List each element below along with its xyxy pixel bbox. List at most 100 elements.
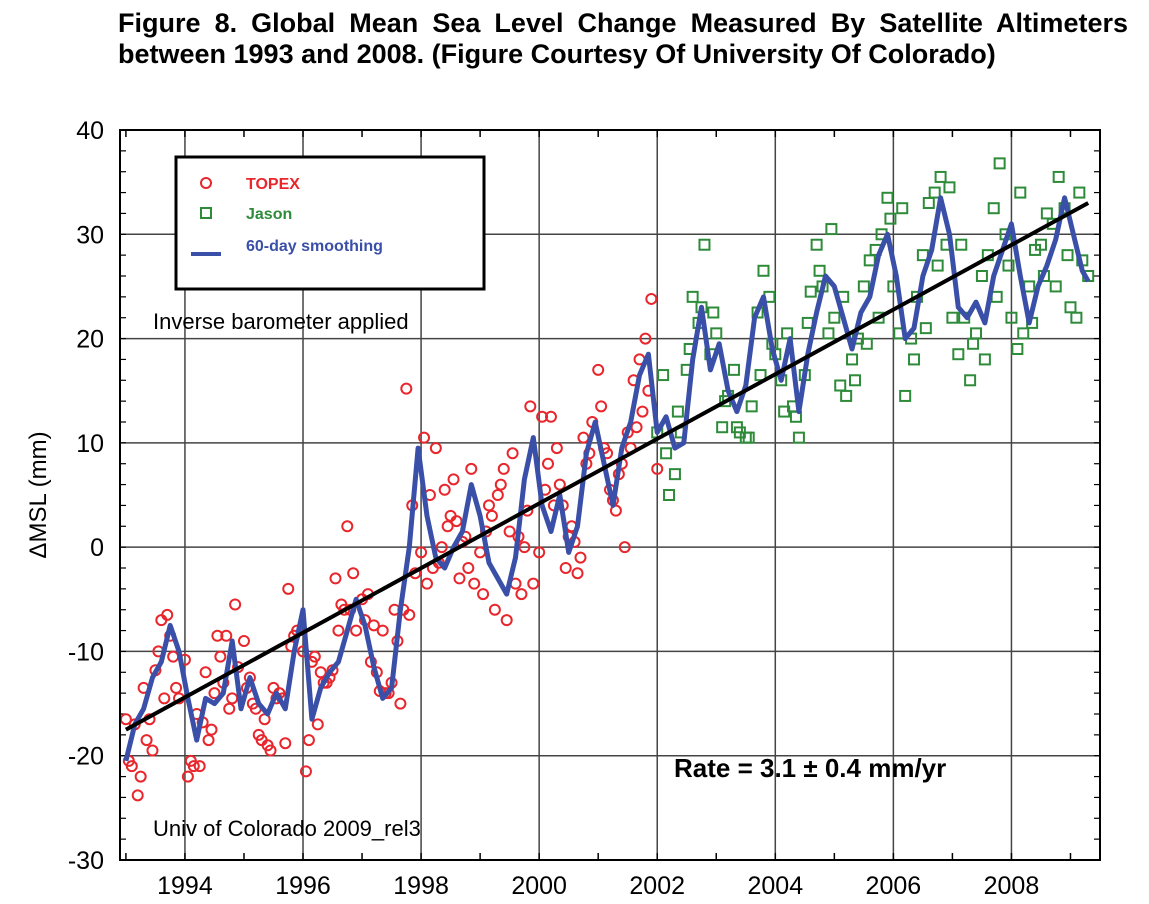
topex-point xyxy=(453,572,466,585)
y-tick-label: -20 xyxy=(68,743,104,771)
jason-point xyxy=(668,468,681,481)
topex-point xyxy=(494,478,507,491)
jason-point xyxy=(1040,207,1053,220)
jason-point xyxy=(660,447,673,460)
legend-smoothing-label: 60-day smoothing xyxy=(246,238,383,255)
topex-point xyxy=(533,546,546,559)
topex-point xyxy=(134,770,147,783)
topex-point xyxy=(311,718,324,731)
topex-point xyxy=(550,442,563,455)
topex-point xyxy=(418,431,431,444)
jason-point xyxy=(789,410,802,423)
topex-point xyxy=(208,687,221,700)
trend-line xyxy=(124,201,1090,732)
topex-point xyxy=(252,728,265,741)
x-tick-labels: 1994 1996 1998 2000 2002 2004 2006 2008 xyxy=(157,872,1039,900)
x-tick-label: 2002 xyxy=(629,872,685,900)
jason-point xyxy=(993,157,1006,170)
legend-topex-marker xyxy=(200,177,212,189)
topex-point xyxy=(193,760,206,773)
topex-point xyxy=(645,292,658,305)
jason-point xyxy=(825,223,838,236)
topex-point xyxy=(651,462,664,475)
topex-point xyxy=(500,614,513,627)
topex-point xyxy=(465,462,478,475)
topex-point xyxy=(146,744,159,757)
jason-point xyxy=(745,400,758,413)
jason-point xyxy=(840,389,853,402)
jason-point xyxy=(919,322,932,335)
jason-point xyxy=(757,264,770,277)
topex-point xyxy=(630,421,643,434)
jason-point xyxy=(698,238,711,251)
topex-point xyxy=(435,541,448,554)
topex-point xyxy=(282,582,295,595)
jason-point xyxy=(1002,259,1015,272)
topex-point xyxy=(574,551,587,564)
topex-point xyxy=(497,462,510,475)
topex-point xyxy=(187,760,200,773)
jason-point xyxy=(1034,238,1047,251)
jason-point xyxy=(1073,186,1086,199)
jason-point xyxy=(1070,311,1083,324)
jason-point xyxy=(663,489,676,501)
topex-point xyxy=(429,442,442,455)
topex-point xyxy=(524,400,537,413)
jason-point xyxy=(1064,301,1077,314)
legend-topex-label: TOPEX xyxy=(246,176,300,193)
topex-point xyxy=(559,562,572,574)
topex-point xyxy=(474,546,487,559)
jason-point xyxy=(1014,186,1027,199)
jason-point xyxy=(881,191,894,204)
topex-point xyxy=(595,400,608,413)
topex-point xyxy=(350,624,363,637)
topex-point xyxy=(302,734,315,747)
jason-point xyxy=(686,290,699,303)
jason-point xyxy=(781,327,794,340)
jason-point xyxy=(742,431,755,444)
topex-point xyxy=(314,666,327,679)
topex-point xyxy=(491,489,504,501)
x-tick-label: 1996 xyxy=(275,872,331,900)
topex-point xyxy=(527,577,540,590)
topex-point xyxy=(211,629,224,642)
topex-point xyxy=(170,681,183,694)
jason-point xyxy=(657,369,670,382)
jason-point xyxy=(978,353,991,366)
plot-frame xyxy=(119,129,1101,861)
x-tick-label: 1998 xyxy=(393,872,449,900)
jason-point xyxy=(955,238,968,251)
jason-point xyxy=(813,264,826,277)
topex-point xyxy=(376,624,389,637)
topex-point xyxy=(367,619,380,632)
annotation-rate: Rate = 3.1 ± 0.4 mm/yr xyxy=(674,753,946,783)
x-tick-label: 2004 xyxy=(747,872,803,900)
jason-point xyxy=(896,202,909,215)
topex-point xyxy=(131,789,144,802)
jason-point xyxy=(863,254,876,267)
jason-point xyxy=(872,311,885,324)
topex-point xyxy=(636,405,649,418)
x-tick-label: 2000 xyxy=(511,872,567,900)
jason-point xyxy=(804,285,817,298)
topex-point xyxy=(592,363,605,376)
topex-point xyxy=(488,603,501,616)
jason-point xyxy=(730,421,743,434)
topex-point xyxy=(618,541,631,554)
jason-point xyxy=(987,202,1000,215)
smoothing-series xyxy=(123,195,1091,762)
jason-point xyxy=(990,290,1003,303)
trend-series xyxy=(124,201,1090,732)
jason-point xyxy=(810,238,823,251)
topex-point xyxy=(415,546,428,559)
jason-point xyxy=(1011,343,1024,355)
topex-point xyxy=(482,499,495,512)
y-axis-label: ΔMSL (mm) xyxy=(25,431,52,558)
jason-point xyxy=(1049,280,1062,293)
y-tick-label: 20 xyxy=(76,326,104,354)
annotation-inverse-barometer: Inverse barometer applied xyxy=(153,309,409,334)
topex-point xyxy=(518,541,531,554)
jason-point xyxy=(716,421,729,434)
legend-jason-label: Jason xyxy=(246,206,292,223)
topex-point xyxy=(329,572,342,585)
